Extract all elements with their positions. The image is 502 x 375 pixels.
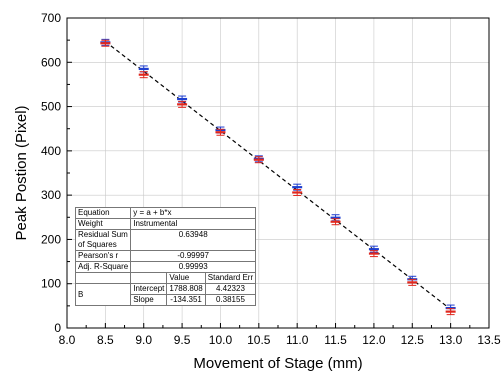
- x-tick-label: 9.0: [135, 333, 152, 347]
- x-tick-label: 10.0: [209, 333, 233, 347]
- y-tick-label: 700: [41, 11, 61, 25]
- value-header: Value: [166, 272, 206, 284]
- y-tick-label: 600: [41, 55, 61, 69]
- rss-label-line2: of Squares: [78, 240, 117, 249]
- adj-r-square-label: Adj. R-Square: [74, 261, 132, 273]
- data-points: [100, 38, 456, 316]
- param-header-blank-2: [130, 272, 168, 284]
- rss-label: Residual Sum of Squares: [74, 229, 132, 251]
- adj-r-square-row: Adj. R-Square 0.99993: [74, 261, 257, 273]
- x-tick-label: 12.0: [362, 333, 386, 347]
- slope-std-err: 0.38155: [204, 294, 257, 306]
- grid-lines: [67, 18, 489, 328]
- std-err-header: Standard Err: [204, 272, 257, 284]
- data-point: [253, 156, 264, 164]
- x-tick-label: 10.5: [247, 333, 271, 347]
- x-tick-label: 8.5: [97, 333, 114, 347]
- weight-value: Instrumental: [130, 218, 257, 230]
- x-tick-label: 8.0: [59, 333, 76, 347]
- data-point: [445, 308, 456, 316]
- weight-label: Weight: [74, 218, 132, 230]
- x-tick-label: 13.0: [439, 333, 463, 347]
- y-tick-label: 100: [41, 277, 61, 291]
- fit-line: [104, 41, 452, 310]
- intercept-row: B Intercept 1788.808 4.42323: [74, 283, 257, 306]
- pearson-label: Pearson's r: [74, 250, 132, 262]
- y-tick-label: 0: [54, 321, 61, 335]
- y-tick-label: 300: [41, 188, 61, 202]
- data-point: [292, 188, 303, 196]
- weight-row: Weight Instrumental: [74, 218, 257, 230]
- data-point: [407, 278, 418, 286]
- data-point: [138, 71, 149, 79]
- equation-value: y = a + b*x: [130, 207, 257, 219]
- intercept-value: 1788.808: [166, 283, 206, 295]
- equation-label: Equation: [74, 207, 132, 219]
- slope-row: Slope -134.351 0.38155: [76, 294, 257, 306]
- pearson-row: Pearson's r -0.99997: [74, 250, 257, 262]
- data-point: [330, 218, 341, 226]
- adj-r-square-value: 0.99993: [130, 261, 257, 273]
- x-tick-label: 13.5: [477, 333, 501, 347]
- x-tick-label: 11.5: [324, 333, 347, 347]
- slope-value: -134.351: [166, 294, 206, 306]
- fit-line-group: [104, 41, 452, 310]
- param-name: B: [74, 283, 132, 306]
- rss-row: Residual Sum of Squares 0.63948: [74, 229, 257, 251]
- pearson-value: -0.99997: [130, 250, 257, 262]
- param-header-row: Value Standard Err: [74, 272, 257, 284]
- rss-value: 0.63948: [130, 229, 257, 251]
- x-tick-label: 12.5: [401, 333, 425, 347]
- x-axis-label: Movement of Stage (mm): [193, 355, 362, 372]
- rss-label-line1: Residual Sum: [78, 230, 128, 239]
- data-point: [177, 100, 188, 108]
- data-point: [368, 250, 379, 258]
- y-tick-label: 200: [41, 232, 61, 246]
- intercept-std-err: 4.42323: [204, 283, 257, 295]
- y-tick-label: 500: [41, 100, 61, 114]
- y-axis-label: Peak Postion (Pixel): [13, 105, 30, 240]
- axis-ticks: 8.0 8.5 9.0 9.5 10.0 10.5 11.0 11.5 12.0 12.5 13.0…: [41, 11, 501, 347]
- slope-label: Slope: [130, 294, 168, 306]
- intercept-label: Intercept: [130, 283, 168, 295]
- param-header-blank: [74, 272, 132, 284]
- y-tick-label: 400: [41, 144, 61, 158]
- data-point: [100, 39, 111, 47]
- data-point: [215, 128, 226, 136]
- x-tick-label: 9.5: [174, 333, 191, 347]
- x-tick-label: 11.0: [286, 333, 309, 347]
- fit-results-table: Equation y = a + b*x Weight Instrumental…: [74, 207, 257, 306]
- equation-row: Equation y = a + b*x: [74, 207, 257, 219]
